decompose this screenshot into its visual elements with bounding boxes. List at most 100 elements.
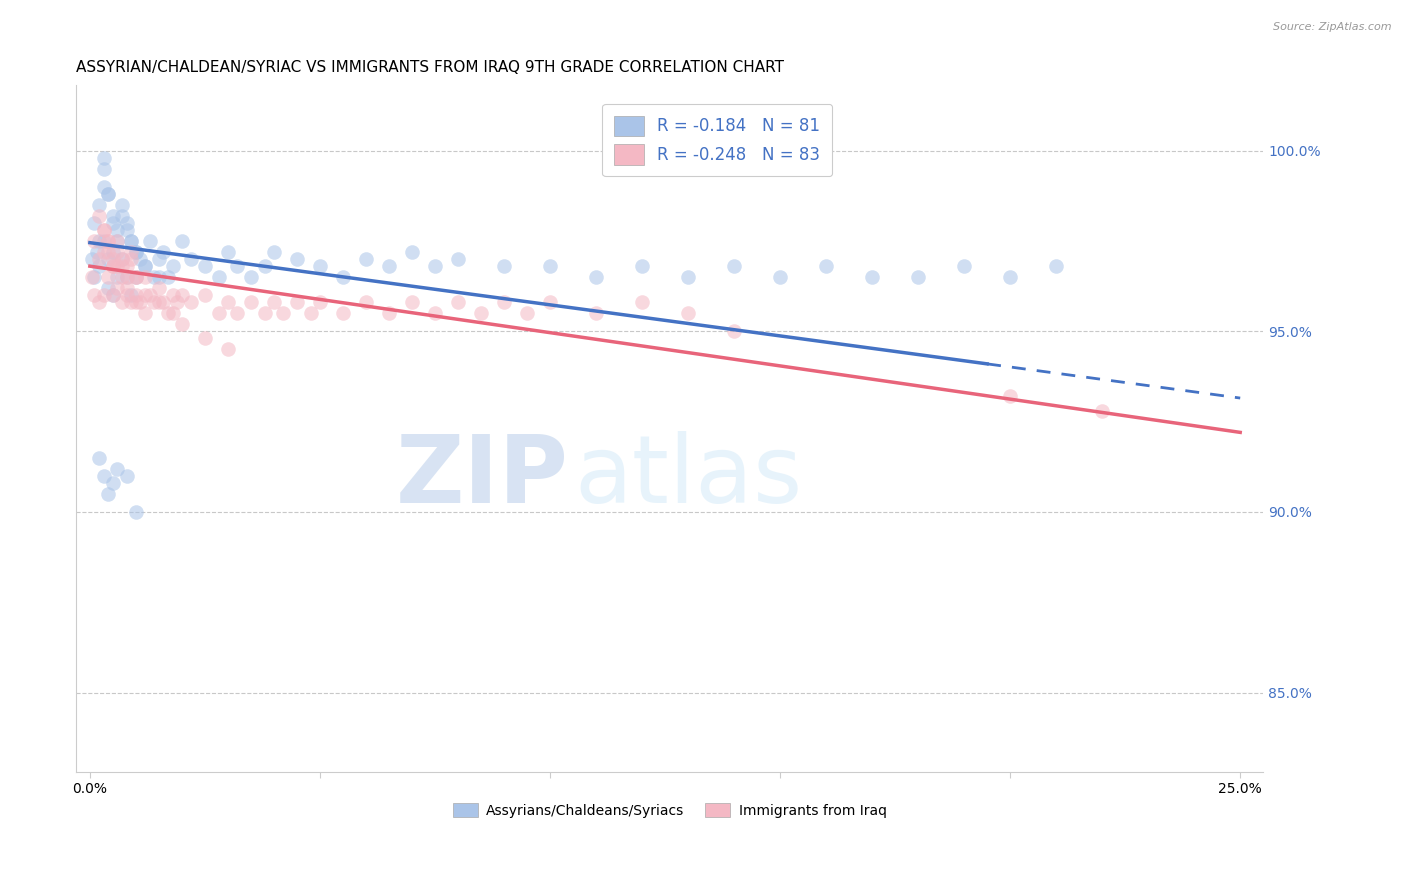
Point bbox=[115, 216, 138, 230]
Point bbox=[423, 306, 446, 320]
Point bbox=[138, 234, 160, 248]
Point bbox=[86, 244, 108, 259]
Point bbox=[87, 209, 110, 223]
Point bbox=[93, 223, 115, 237]
Point bbox=[516, 306, 538, 320]
Point bbox=[170, 317, 193, 331]
Point bbox=[253, 259, 276, 273]
Point bbox=[111, 252, 134, 266]
Text: Source: ZipAtlas.com: Source: ZipAtlas.com bbox=[1274, 22, 1392, 32]
Point bbox=[83, 288, 105, 302]
Text: ASSYRIAN/CHALDEAN/SYRIAC VS IMMIGRANTS FROM IRAQ 9TH GRADE CORRELATION CHART: ASSYRIAN/CHALDEAN/SYRIAC VS IMMIGRANTS F… bbox=[76, 60, 785, 75]
Point bbox=[194, 259, 217, 273]
Point bbox=[101, 475, 124, 490]
Point bbox=[115, 281, 138, 295]
Point bbox=[447, 295, 470, 310]
Point bbox=[107, 223, 129, 237]
Point bbox=[148, 252, 170, 266]
Point bbox=[148, 281, 170, 295]
Point bbox=[83, 270, 105, 285]
Point bbox=[115, 270, 138, 285]
Point bbox=[87, 234, 110, 248]
Point bbox=[129, 295, 152, 310]
Point bbox=[180, 295, 202, 310]
Point bbox=[115, 288, 138, 302]
Point bbox=[107, 234, 129, 248]
Point bbox=[299, 306, 322, 320]
Point bbox=[285, 252, 308, 266]
Point bbox=[170, 288, 193, 302]
Point bbox=[107, 244, 129, 259]
Point bbox=[138, 288, 160, 302]
Point bbox=[115, 468, 138, 483]
Point bbox=[120, 288, 142, 302]
Point bbox=[194, 288, 217, 302]
Point bbox=[107, 234, 129, 248]
Point bbox=[332, 270, 354, 285]
Point bbox=[401, 244, 423, 259]
Point bbox=[97, 252, 120, 266]
Point bbox=[97, 487, 120, 501]
Point bbox=[101, 259, 124, 273]
Point bbox=[97, 186, 120, 201]
Point bbox=[120, 234, 142, 248]
Point bbox=[162, 259, 184, 273]
Point bbox=[585, 270, 607, 285]
Point bbox=[953, 259, 976, 273]
Point bbox=[815, 259, 838, 273]
Point bbox=[157, 306, 180, 320]
Point bbox=[93, 288, 115, 302]
Point bbox=[93, 234, 115, 248]
Point bbox=[1045, 259, 1067, 273]
Point bbox=[111, 252, 134, 266]
Point bbox=[401, 295, 423, 310]
Point bbox=[378, 306, 401, 320]
Point bbox=[492, 259, 515, 273]
Point bbox=[253, 306, 276, 320]
Point bbox=[226, 259, 249, 273]
Point bbox=[447, 252, 470, 266]
Point bbox=[93, 468, 115, 483]
Point bbox=[152, 244, 174, 259]
Point bbox=[93, 161, 115, 176]
Point bbox=[631, 295, 654, 310]
Point bbox=[125, 295, 148, 310]
Point bbox=[111, 270, 134, 285]
Point bbox=[101, 209, 124, 223]
Point bbox=[82, 252, 104, 266]
Point bbox=[107, 259, 129, 273]
Point bbox=[723, 324, 745, 338]
Point bbox=[723, 259, 745, 273]
Point bbox=[125, 270, 148, 285]
Point bbox=[120, 234, 142, 248]
Point bbox=[120, 252, 142, 266]
Point bbox=[101, 288, 124, 302]
Point bbox=[87, 252, 110, 266]
Point bbox=[93, 179, 115, 194]
Point bbox=[538, 259, 561, 273]
Point bbox=[217, 295, 239, 310]
Point bbox=[1091, 403, 1114, 417]
Point bbox=[170, 234, 193, 248]
Point bbox=[82, 270, 104, 285]
Point bbox=[115, 259, 138, 273]
Point bbox=[120, 244, 142, 259]
Point bbox=[134, 288, 156, 302]
Point bbox=[538, 295, 561, 310]
Point bbox=[309, 259, 332, 273]
Point bbox=[101, 288, 124, 302]
Point bbox=[97, 186, 120, 201]
Point bbox=[631, 259, 654, 273]
Point bbox=[769, 270, 792, 285]
Point bbox=[134, 259, 156, 273]
Point bbox=[143, 270, 166, 285]
Point bbox=[97, 234, 120, 248]
Point bbox=[120, 295, 142, 310]
Point bbox=[107, 281, 129, 295]
Point bbox=[162, 288, 184, 302]
Point bbox=[115, 270, 138, 285]
Point bbox=[134, 259, 156, 273]
Point bbox=[166, 295, 188, 310]
Point bbox=[157, 270, 180, 285]
Point bbox=[115, 223, 138, 237]
